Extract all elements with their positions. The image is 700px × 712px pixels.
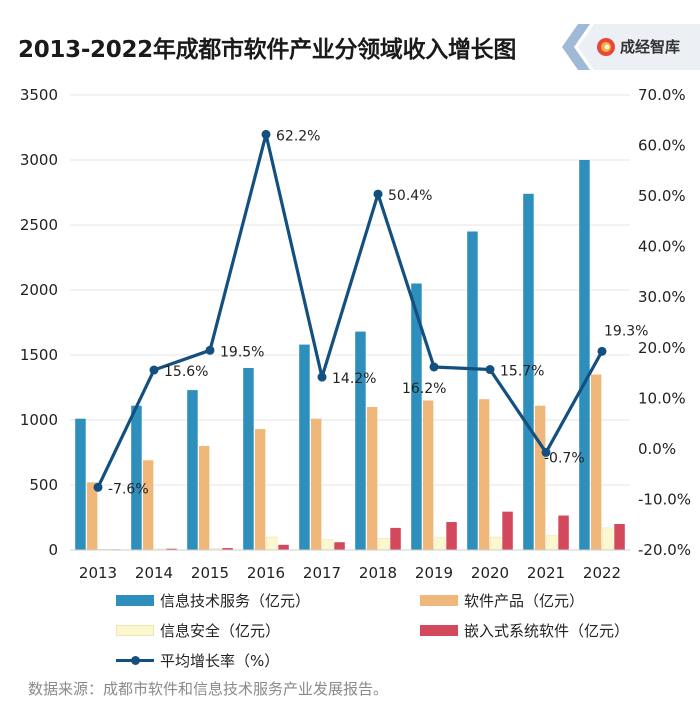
x-tick-label: 2018 (359, 564, 397, 582)
right-tick-label: 40.0% (638, 238, 686, 256)
growth-point (429, 362, 439, 372)
bar-embedded (390, 527, 401, 550)
bar-info-security (378, 537, 390, 551)
bar-info-security (490, 536, 502, 551)
bars (75, 160, 625, 551)
bar-embedded (502, 511, 513, 550)
growth-point (485, 365, 495, 375)
bar-embedded (558, 515, 569, 550)
x-tick-label: 2014 (135, 564, 173, 582)
bar-embedded (278, 544, 289, 550)
growth-point (597, 346, 607, 356)
bar-it-services (579, 160, 590, 550)
bar-software-products (478, 399, 490, 550)
bar-software-products (366, 407, 378, 550)
bar-it-services (187, 390, 198, 550)
growth-line-path (96, 132, 604, 489)
x-tick-label: 2021 (527, 564, 565, 582)
bar-it-services (299, 344, 310, 550)
growth-point (149, 365, 159, 375)
right-tick-label: 60.0% (638, 137, 686, 155)
right-tick-label: 70.0% (638, 86, 686, 104)
growth-point (373, 189, 383, 199)
growth-data-label: 50.4% (388, 188, 432, 204)
right-tick-label: 20.0% (638, 339, 686, 357)
bar-software-products (310, 418, 322, 550)
growth-point (261, 129, 271, 139)
growth-data-label: -7.6% (108, 481, 149, 497)
x-axis: 2013 2014 2015 2016 2017 2018 2019 2020 2021 2022 (70, 549, 630, 582)
bar-info-security (602, 527, 614, 551)
x-tick-label: 2020 (471, 564, 509, 582)
logo-badge (562, 24, 700, 70)
left-tick-label: 2000 (20, 281, 58, 299)
x-tick-label: 2015 (191, 564, 229, 582)
bar-it-services (411, 283, 422, 550)
logo-panel (578, 24, 700, 70)
bar-it-services (243, 368, 254, 550)
growth-point (541, 447, 551, 457)
left-tick-label: 3500 (20, 86, 58, 104)
bar-software-products (590, 374, 602, 550)
bar-info-security (266, 536, 278, 551)
left-tick-label: 0 (48, 541, 58, 559)
chart-title: 2013-2022年成都市软件产业分领域收入增长图 (18, 37, 517, 63)
bar-it-services (131, 405, 142, 550)
left-tick-label: 500 (29, 476, 58, 494)
grid-lines (70, 94, 630, 551)
left-tick-label: 1500 (20, 346, 58, 364)
x-tick-label: 2016 (247, 564, 285, 582)
right-tick-label: -10.0% (638, 490, 691, 508)
right-tick-label: 50.0% (638, 187, 686, 205)
bar-software-products (198, 446, 210, 550)
growth-data-label: 19.5% (220, 344, 264, 360)
bar-embedded (334, 542, 345, 550)
right-axis: -20.0% -10.0% 0.0% 10.0% 20.0% 30.0% 40.0% 50.0… (638, 86, 691, 559)
bar-info-security (322, 539, 334, 551)
left-tick-label: 3000 (20, 151, 58, 169)
right-tick-label: 30.0% (638, 288, 686, 306)
bar-software-products (534, 405, 546, 550)
bar-software-products (86, 482, 98, 550)
bar-embedded (446, 522, 457, 550)
growth-data-label: 19.3% (604, 323, 648, 339)
growth-data-label: 15.7% (500, 364, 544, 380)
left-axis: 0 500 1000 1500 2000 2500 3000 3500 (20, 86, 58, 559)
bar-it-services (75, 418, 86, 550)
bar-info-security (546, 535, 558, 551)
growth-point (317, 372, 327, 382)
growth-point (205, 345, 215, 355)
left-tick-label: 2500 (20, 216, 58, 234)
logo-text: 成经智库 (620, 38, 681, 56)
x-tick-label: 2017 (303, 564, 341, 582)
left-tick-label: 1000 (20, 411, 58, 429)
growth-point (93, 482, 103, 492)
bar-embedded (614, 524, 625, 550)
growth-data-label: 14.2% (332, 371, 376, 387)
bar-software-products (422, 400, 434, 550)
bar-software-products (142, 460, 154, 550)
x-tick-label: 2019 (415, 564, 453, 582)
bar-software-products (254, 429, 266, 550)
bar-embedded (166, 548, 177, 550)
growth-line: -7.6% 15.6% 19.5% 62.2% 14.2% 50.4% 16.2% 15.7%… (93, 128, 648, 497)
x-tick-label: 2013 (79, 564, 117, 582)
logo-chevron-outer (562, 24, 590, 70)
bar-it-services (355, 331, 366, 550)
x-tick-label: 2022 (583, 564, 621, 582)
growth-data-label: -0.7% (544, 450, 585, 466)
bar-it-services (467, 231, 478, 550)
growth-data-label: 15.6% (164, 364, 208, 380)
growth-data-label: 16.2% (402, 381, 446, 397)
bar-it-services (523, 193, 534, 551)
source-note: 数据来源：成都市软件和信息技术服务产业发展报告。 (28, 680, 389, 698)
right-tick-label: -20.0% (638, 541, 691, 559)
bar-embedded (222, 548, 233, 550)
growth-data-label: 62.2% (276, 128, 320, 144)
bar-info-security (434, 537, 446, 551)
right-tick-label: 10.0% (638, 389, 686, 407)
right-tick-label: 0.0% (638, 440, 676, 458)
